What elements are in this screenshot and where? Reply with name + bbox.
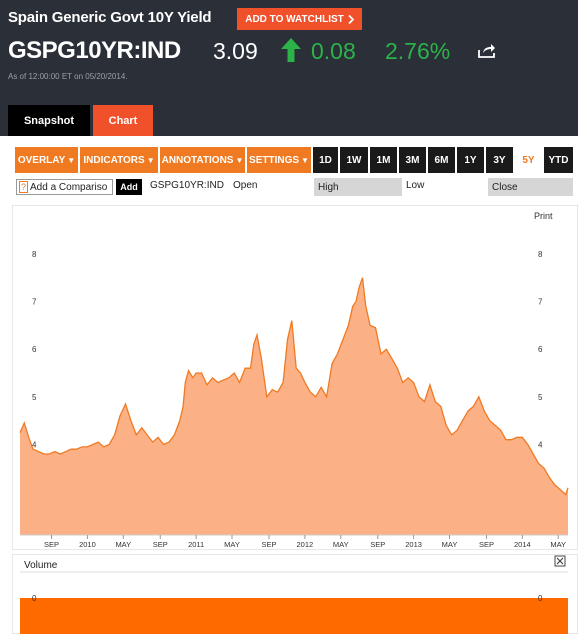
- price-chart-svg: 345678 345678 SEP2010MAYSEP2011MAYSEP201…: [11, 204, 578, 551]
- add-compare-button[interactable]: Add: [116, 179, 142, 195]
- open-label: Open: [233, 180, 258, 191]
- y-tick-label: 4: [32, 440, 37, 449]
- page-title: Spain Generic Govt 10Y Yield: [8, 9, 212, 26]
- volume-svg: Volume 0 0: [11, 553, 578, 635]
- x-tick-label: MAY: [333, 540, 349, 549]
- low-label: Low: [406, 180, 425, 191]
- x-tick-label: MAY: [115, 540, 131, 549]
- chevron-right-icon: [348, 14, 354, 24]
- range-5y-button[interactable]: 5Y: [515, 147, 542, 173]
- tab-chart[interactable]: Chart: [93, 105, 153, 136]
- x-tick-label: SEP: [370, 540, 385, 549]
- range-3m-button[interactable]: 3M: [399, 147, 426, 173]
- help-icon[interactable]: ?: [19, 181, 29, 193]
- y-tick-label: 7: [32, 298, 37, 307]
- as-of-timestamp: As of 12:00:00 ET on 05/20/2014.: [8, 72, 128, 81]
- overlay-label: OVERLAY: [17, 154, 66, 166]
- settings-label: SETTINGS: [249, 154, 300, 166]
- range-1w-button[interactable]: 1W: [340, 147, 368, 173]
- ticker-symbol: GSPG10YR:IND: [8, 37, 181, 64]
- caret-down-icon: ▼: [67, 155, 76, 165]
- annotations-label: ANNOTATIONS: [161, 154, 234, 166]
- caret-down-icon: ▼: [146, 155, 155, 165]
- indicators-menu[interactable]: INDICATORS ▼: [80, 147, 158, 173]
- x-tick-label: 2010: [79, 540, 96, 549]
- caret-down-icon: ▼: [235, 155, 244, 165]
- x-tick-label: 2013: [405, 540, 422, 549]
- close-label: Close: [488, 178, 573, 196]
- watchlist-label: ADD TO WATCHLIST: [245, 13, 344, 25]
- price-change: 0.08: [311, 38, 356, 64]
- volume-ytick-left: 0: [32, 594, 37, 603]
- y-tick-label-right: 4: [538, 440, 543, 449]
- x-tick-label: SEP: [153, 540, 168, 549]
- volume-bars: [20, 598, 568, 634]
- price-change-percent: 2.76%: [385, 38, 451, 64]
- close-panel-icon[interactable]: [554, 555, 566, 567]
- y-tick-label-right: 8: [538, 250, 543, 259]
- up-arrow-icon: [281, 38, 301, 62]
- compare-input[interactable]: ? Add a Compariso: [16, 179, 113, 195]
- overlay-menu[interactable]: OVERLAY ▼: [15, 147, 78, 173]
- range-1d-button[interactable]: 1D: [313, 147, 338, 173]
- x-tick-label: MAY: [224, 540, 240, 549]
- volume-ytick-right: 0: [538, 594, 543, 603]
- range-1m-button[interactable]: 1M: [370, 147, 397, 173]
- x-tick-label: SEP: [261, 540, 276, 549]
- y-tick-label: 8: [32, 250, 37, 259]
- tab-snapshot[interactable]: Snapshot: [8, 105, 90, 136]
- y-tick-label-right: 6: [538, 345, 543, 354]
- range-6m-button[interactable]: 6M: [428, 147, 455, 173]
- add-to-watchlist-button[interactable]: ADD TO WATCHLIST: [237, 8, 362, 30]
- yield-line: [19, 277, 569, 496]
- print-link[interactable]: Print: [534, 211, 553, 221]
- x-tick-label: 2012: [297, 540, 314, 549]
- x-tick-label: MAY: [442, 540, 458, 549]
- x-tick-label: SEP: [44, 540, 59, 549]
- compare-ticker: GSPG10YR:IND: [150, 180, 224, 191]
- volume-label: Volume: [24, 560, 58, 571]
- indicators-label: INDICATORS: [83, 154, 145, 166]
- yield-area: [20, 277, 568, 535]
- range-3y-button[interactable]: 3Y: [486, 147, 513, 173]
- settings-menu[interactable]: SETTINGS ▼: [247, 147, 311, 173]
- range-ytd-button[interactable]: YTD: [544, 147, 573, 173]
- y-tick-label: 5: [32, 393, 37, 402]
- y-tick-label-right: 5: [538, 393, 543, 402]
- x-tick-label: 2011: [188, 540, 204, 549]
- compare-placeholder: Add a Compariso: [30, 181, 108, 193]
- y-tick-label: 6: [32, 345, 37, 354]
- caret-down-icon: ▼: [301, 155, 309, 165]
- annotations-menu[interactable]: ANNOTATIONS ▼: [160, 147, 245, 173]
- x-tick-label: SEP: [479, 540, 494, 549]
- range-1y-button[interactable]: 1Y: [457, 147, 484, 173]
- x-tick-label: 2014: [514, 540, 531, 549]
- y-tick-label-right: 7: [538, 298, 543, 307]
- price-chart[interactable]: 345678 345678 SEP2010MAYSEP2011MAYSEP201…: [11, 204, 578, 551]
- high-label: High: [314, 178, 402, 196]
- x-tick-label: MAY: [550, 540, 566, 549]
- share-icon[interactable]: [478, 42, 496, 58]
- last-price: 3.09: [213, 38, 258, 64]
- volume-panel: Volume 0 0: [11, 553, 578, 635]
